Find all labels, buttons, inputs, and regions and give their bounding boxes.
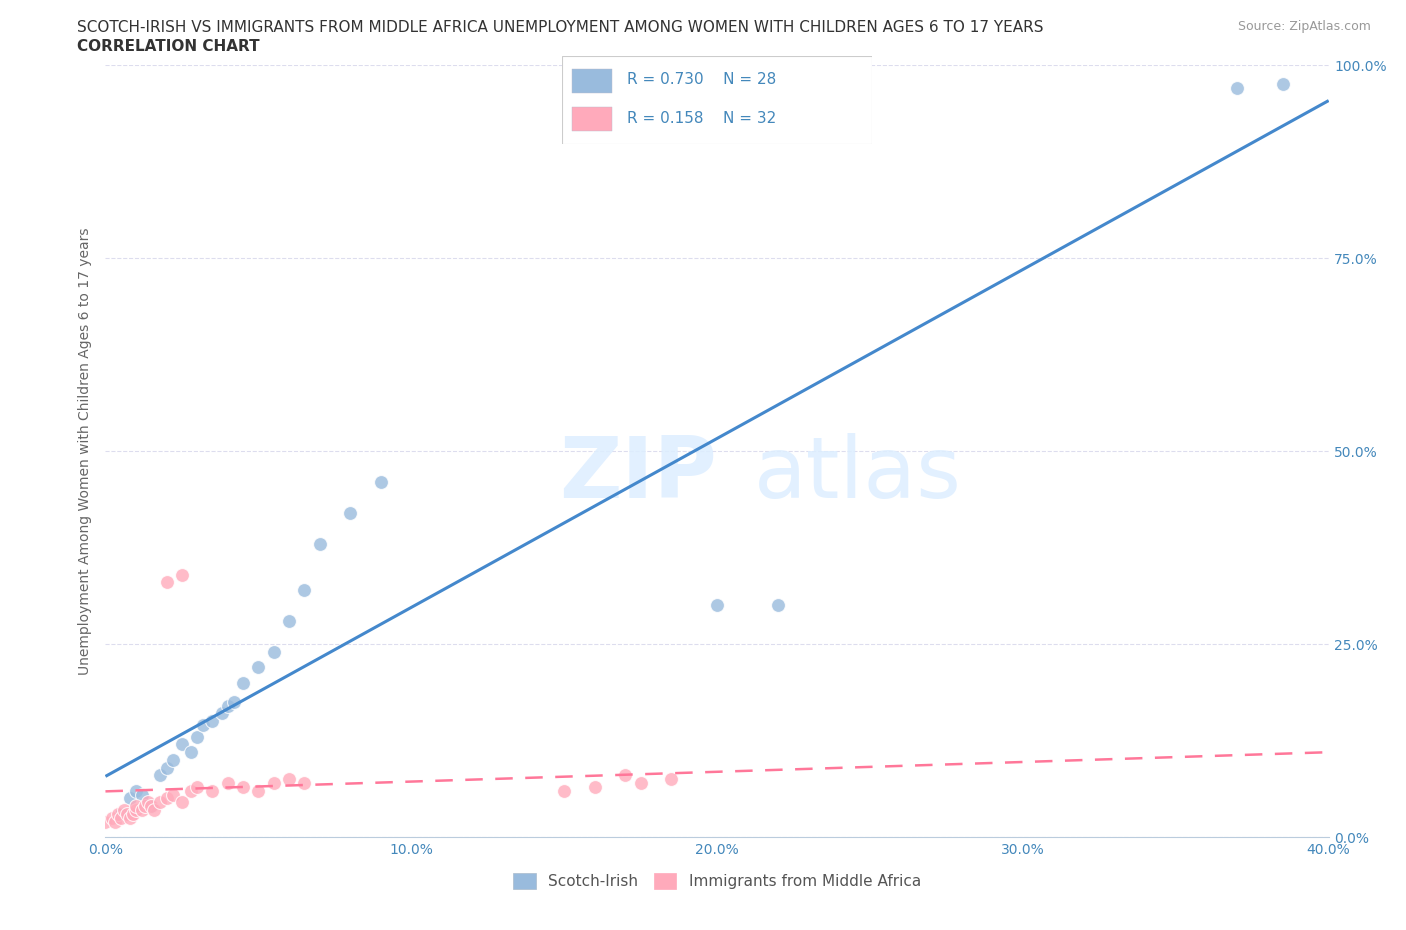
- Point: [180, 783, 202, 798]
- Point: [1271, 77, 1294, 92]
- Point: [110, 806, 132, 821]
- FancyBboxPatch shape: [562, 56, 872, 144]
- Point: [263, 776, 285, 790]
- Text: CORRELATION CHART: CORRELATION CHART: [77, 39, 260, 54]
- Point: [263, 644, 285, 659]
- Point: [278, 772, 301, 787]
- Point: [100, 810, 122, 825]
- Text: ZIP: ZIP: [560, 432, 717, 516]
- Point: [706, 598, 728, 613]
- Text: R = 0.730    N = 28: R = 0.730 N = 28: [627, 73, 776, 87]
- Text: atlas: atlas: [754, 432, 962, 516]
- Point: [768, 598, 790, 613]
- Point: [193, 718, 215, 733]
- Point: [118, 810, 141, 825]
- Point: [222, 695, 245, 710]
- Point: [201, 714, 224, 729]
- Point: [134, 799, 156, 814]
- Point: [583, 779, 606, 794]
- Point: [370, 474, 392, 489]
- Text: R = 0.158    N = 32: R = 0.158 N = 32: [627, 111, 776, 126]
- Point: [112, 803, 135, 817]
- Point: [659, 772, 682, 787]
- Point: [149, 768, 172, 783]
- Point: [614, 768, 637, 783]
- Point: [278, 614, 301, 629]
- Point: [180, 745, 202, 760]
- Point: [630, 776, 652, 790]
- Point: [292, 582, 315, 597]
- Point: [155, 760, 177, 775]
- Point: [107, 806, 129, 821]
- Point: [339, 505, 361, 520]
- Point: [186, 779, 208, 794]
- Point: [115, 806, 138, 821]
- Point: [247, 659, 270, 674]
- Y-axis label: Unemployment Among Women with Children Ages 6 to 17 years: Unemployment Among Women with Children A…: [79, 227, 93, 675]
- Point: [232, 779, 254, 794]
- Point: [170, 737, 193, 751]
- Point: [122, 806, 145, 821]
- Point: [170, 795, 193, 810]
- Point: [143, 803, 166, 817]
- Point: [155, 575, 177, 590]
- Point: [118, 790, 141, 805]
- Point: [131, 803, 153, 817]
- FancyBboxPatch shape: [572, 107, 612, 131]
- Point: [104, 814, 127, 829]
- Legend: Scotch-Irish, Immigrants from Middle Africa: Scotch-Irish, Immigrants from Middle Afr…: [508, 867, 927, 895]
- Text: SCOTCH-IRISH VS IMMIGRANTS FROM MIDDLE AFRICA UNEMPLOYMENT AMONG WOMEN WITH CHIL: SCOTCH-IRISH VS IMMIGRANTS FROM MIDDLE A…: [77, 20, 1043, 35]
- Point: [162, 752, 184, 767]
- Point: [247, 783, 270, 798]
- Point: [217, 698, 239, 713]
- Point: [131, 787, 153, 802]
- Point: [162, 787, 184, 802]
- Point: [232, 675, 254, 690]
- Point: [308, 537, 330, 551]
- Point: [136, 795, 159, 810]
- Point: [155, 790, 177, 805]
- Point: [125, 783, 148, 798]
- Point: [186, 729, 208, 744]
- Point: [110, 810, 132, 825]
- Point: [94, 814, 117, 829]
- Point: [217, 776, 239, 790]
- FancyBboxPatch shape: [572, 69, 612, 93]
- Point: [149, 795, 172, 810]
- Point: [1226, 81, 1249, 96]
- Point: [211, 706, 233, 721]
- Point: [553, 783, 575, 798]
- Text: Source: ZipAtlas.com: Source: ZipAtlas.com: [1237, 20, 1371, 33]
- Point: [141, 799, 163, 814]
- Point: [125, 799, 148, 814]
- Point: [170, 567, 193, 582]
- Point: [125, 803, 148, 817]
- Point: [292, 776, 315, 790]
- Point: [201, 783, 224, 798]
- Point: [141, 799, 163, 814]
